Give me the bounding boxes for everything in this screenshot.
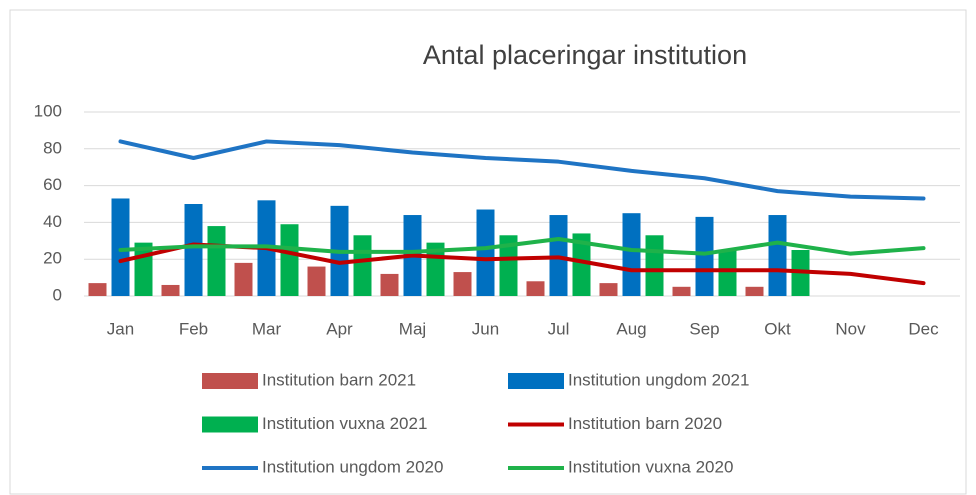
y-tick-label: 80 bbox=[43, 138, 62, 157]
bar bbox=[718, 250, 737, 296]
y-tick-label: 0 bbox=[53, 285, 62, 304]
x-tick-label: Jun bbox=[472, 319, 499, 338]
bar bbox=[572, 233, 591, 296]
bar bbox=[207, 226, 226, 296]
legend-swatch bbox=[202, 373, 258, 389]
bar bbox=[645, 235, 664, 296]
bar bbox=[88, 283, 107, 296]
bar bbox=[672, 286, 691, 296]
legend-swatch bbox=[508, 373, 564, 389]
line bbox=[118, 236, 926, 256]
x-tick-label: Maj bbox=[399, 319, 426, 338]
legend-label: Institution ungdom 2020 bbox=[262, 457, 443, 476]
bar bbox=[499, 235, 518, 296]
x-tick-label: Feb bbox=[179, 319, 208, 338]
line bbox=[118, 139, 926, 201]
bar bbox=[476, 209, 495, 296]
bar bbox=[453, 272, 472, 296]
legend-label: Institution barn 2020 bbox=[568, 414, 722, 433]
x-tick-label: Jul bbox=[548, 319, 570, 338]
bar bbox=[307, 266, 326, 296]
bar bbox=[234, 262, 253, 296]
x-tick-label: Apr bbox=[326, 319, 353, 338]
x-tick-label: Sep bbox=[689, 319, 719, 338]
bar bbox=[280, 224, 299, 296]
bar bbox=[526, 281, 545, 296]
x-tick-label: Dec bbox=[908, 319, 939, 338]
bar bbox=[695, 216, 714, 296]
bar bbox=[380, 273, 399, 296]
x-tick-label: Aug bbox=[616, 319, 646, 338]
bar bbox=[353, 235, 372, 296]
legend-swatch bbox=[202, 416, 258, 433]
chart-title: Antal placeringar institution bbox=[423, 40, 747, 70]
bar bbox=[745, 286, 764, 296]
y-tick-label: 100 bbox=[34, 101, 62, 120]
bar bbox=[622, 213, 641, 296]
bar bbox=[768, 215, 787, 296]
x-tick-label: Nov bbox=[835, 319, 866, 338]
legend-label: Institution vuxna 2020 bbox=[568, 457, 733, 476]
legend-label: Institution ungdom 2021 bbox=[568, 370, 749, 389]
y-tick-label: 60 bbox=[43, 175, 62, 194]
x-tick-label: Mar bbox=[252, 319, 282, 338]
bar bbox=[599, 283, 618, 296]
legend-label: Institution barn 2021 bbox=[262, 370, 416, 389]
bar bbox=[111, 198, 130, 296]
bar bbox=[184, 204, 203, 296]
legend-label: Institution vuxna 2021 bbox=[262, 414, 427, 433]
bar bbox=[161, 284, 180, 296]
x-tick-label: Okt bbox=[764, 319, 791, 338]
y-tick-label: 20 bbox=[43, 249, 62, 268]
x-tick-label: Jan bbox=[107, 319, 134, 338]
y-tick-label: 40 bbox=[43, 212, 62, 231]
